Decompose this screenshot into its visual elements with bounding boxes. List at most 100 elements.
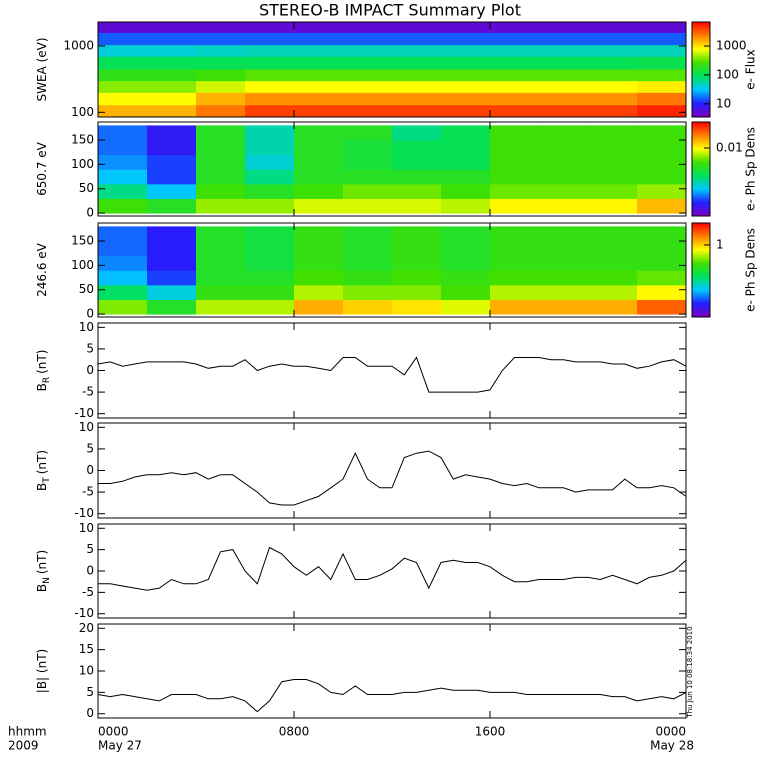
y-tick-label: 0 <box>86 706 94 720</box>
y-tick-label: 100 <box>71 258 94 272</box>
heatmap-cell <box>637 169 686 185</box>
y-tick-label: 15 <box>79 642 94 656</box>
y-tick-label: 5 <box>86 542 94 556</box>
heatmap-cell <box>490 68 540 82</box>
heatmap-cell <box>196 80 246 93</box>
heatmap-cell <box>637 241 686 257</box>
heatmap-cell <box>294 92 344 106</box>
heatmap-cell <box>539 80 589 93</box>
heatmap-cell <box>147 22 197 33</box>
heatmap-cell <box>294 125 344 141</box>
heatmap-cell <box>441 56 491 70</box>
heatmap-cell <box>539 255 589 271</box>
heatmap-cell <box>147 32 197 46</box>
heatmap-cell <box>343 92 393 106</box>
heatmap-cell <box>98 140 148 156</box>
data-line <box>97 679 687 713</box>
heatmap-cell <box>343 104 393 117</box>
y-axis-label: BT(nT) <box>35 450 52 491</box>
heatmap-cell <box>343 140 393 156</box>
heatmap-cell <box>147 270 197 286</box>
heatmap-cell <box>147 183 197 199</box>
heatmap-cell <box>539 32 589 46</box>
heatmap-cell <box>490 80 540 93</box>
y-tick-label: -5 <box>82 385 94 399</box>
heatmap-cell <box>588 32 638 46</box>
heatmap-cell <box>588 183 638 199</box>
heatmap-cell <box>98 154 148 170</box>
heatmap-cell <box>588 104 638 117</box>
corner-label: 2009 <box>8 739 39 753</box>
heatmap-cell <box>490 140 540 156</box>
heatmap-cell <box>392 104 442 117</box>
y-tick-label: 10 <box>79 521 94 535</box>
panel-frame <box>97 322 687 419</box>
heatmap-cell <box>98 169 148 185</box>
heatmap-cell <box>539 140 589 156</box>
heatmap-cell <box>294 104 344 117</box>
heatmap-cell <box>196 284 246 300</box>
heatmap-cell <box>637 284 686 300</box>
colorbar <box>691 222 711 318</box>
heatmap-cell <box>245 80 295 93</box>
heatmap-cell <box>245 68 295 82</box>
heatmap-cell <box>294 169 344 185</box>
heatmap-cell <box>588 284 638 300</box>
heatmap-cell <box>196 255 246 271</box>
heatmap-cell <box>245 284 295 300</box>
heatmap-cell <box>441 22 491 33</box>
heatmap-cell <box>392 92 442 106</box>
heatmap-cell <box>147 80 197 93</box>
heatmap-cell <box>245 198 295 214</box>
x-tick-label: 0000 <box>655 725 686 739</box>
heatmap-cell <box>294 284 344 300</box>
heatmap-cell <box>98 68 148 82</box>
heatmap-cell <box>588 92 638 106</box>
heatmap-cell <box>637 125 686 141</box>
heatmap-cell <box>343 68 393 82</box>
heatmap-cell <box>441 92 491 106</box>
colorbar-tick-label: 10 <box>716 96 731 110</box>
y-tick-label: -10 <box>74 406 94 420</box>
heatmap-cell <box>588 56 638 70</box>
heatmap-cell <box>294 22 344 33</box>
heatmap-cell <box>98 22 148 33</box>
heatmap-cell <box>441 80 491 93</box>
heatmap-cell <box>196 22 246 33</box>
heatmap-cell <box>98 241 148 257</box>
heatmap-cell <box>343 183 393 199</box>
heatmap-cell <box>637 80 686 93</box>
heatmap-cell <box>441 270 491 286</box>
heatmap-cell <box>196 44 246 57</box>
heatmap-cell <box>637 56 686 70</box>
heatmap-cell <box>147 241 197 257</box>
panel-frame <box>97 21 687 118</box>
heatmap-cell <box>392 198 442 214</box>
heatmap-cell <box>98 44 148 57</box>
heatmap-cell <box>392 270 442 286</box>
heatmap-cell <box>196 226 246 242</box>
heatmap-cell <box>294 44 344 57</box>
y-axis-label: 650.7 eV <box>35 141 49 196</box>
y-tick-label: 0 <box>86 307 94 321</box>
heatmap-cell <box>392 154 442 170</box>
heatmap-cell <box>637 140 686 156</box>
heatmap-cell <box>245 44 295 57</box>
y-tick-label: 100 <box>71 157 94 171</box>
heatmap-cell <box>294 255 344 271</box>
heatmap-cell <box>490 255 540 271</box>
heatmap-cell <box>98 255 148 271</box>
panel-frame <box>97 222 687 318</box>
heatmap-cell <box>539 226 589 242</box>
heatmap-cell <box>245 140 295 156</box>
corner-label: hhmm <box>8 725 47 739</box>
heatmap-cell <box>196 104 246 117</box>
heatmap-cell <box>637 154 686 170</box>
heatmap-cell <box>392 125 442 141</box>
heatmap-cell <box>441 241 491 257</box>
heatmap-cell <box>392 284 442 300</box>
heatmap-cell <box>441 255 491 271</box>
y-tick-label: 5 <box>86 685 94 699</box>
y-tick-label: 50 <box>79 181 94 195</box>
